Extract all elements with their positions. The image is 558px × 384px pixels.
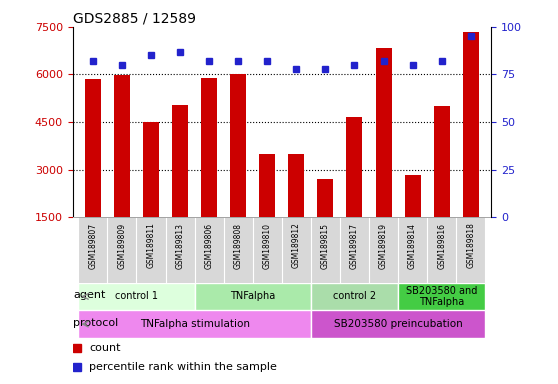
Bar <box>347 117 363 265</box>
Text: GSM189817: GSM189817 <box>350 223 359 268</box>
Text: SB203580 preincubation: SB203580 preincubation <box>334 319 463 329</box>
Text: TNFalpha: TNFalpha <box>230 291 275 301</box>
Text: GSM189808: GSM189808 <box>234 223 243 268</box>
Bar <box>259 154 275 265</box>
Bar <box>398 217 427 283</box>
Text: GSM189819: GSM189819 <box>379 223 388 268</box>
Text: GSM189811: GSM189811 <box>147 223 156 268</box>
Bar <box>340 217 369 283</box>
Text: GSM189809: GSM189809 <box>117 223 127 269</box>
Bar <box>311 217 340 283</box>
Bar <box>114 75 130 265</box>
Text: count: count <box>89 343 121 353</box>
Text: GSM189806: GSM189806 <box>205 223 214 269</box>
Text: percentile rank within the sample: percentile rank within the sample <box>89 362 277 372</box>
Bar <box>224 217 253 283</box>
Bar <box>78 217 107 283</box>
Bar <box>282 217 311 283</box>
Text: GSM189813: GSM189813 <box>176 223 185 268</box>
Bar <box>434 106 450 265</box>
Text: GSM189807: GSM189807 <box>88 223 98 269</box>
Bar <box>166 217 195 283</box>
Bar <box>201 78 217 265</box>
Bar <box>85 79 101 265</box>
Bar <box>253 217 282 283</box>
Text: control 1: control 1 <box>115 291 158 301</box>
Bar <box>137 217 166 283</box>
Text: TNFalpha stimulation: TNFalpha stimulation <box>140 319 249 329</box>
Text: GSM189810: GSM189810 <box>263 223 272 268</box>
Text: GSM189815: GSM189815 <box>321 223 330 268</box>
Text: GDS2885 / 12589: GDS2885 / 12589 <box>73 12 195 26</box>
Bar <box>195 283 311 310</box>
Bar <box>456 217 485 283</box>
Bar <box>230 74 246 265</box>
Bar <box>463 31 479 265</box>
Bar <box>195 217 224 283</box>
Bar <box>376 48 392 265</box>
Text: GSM189814: GSM189814 <box>408 223 417 268</box>
Bar <box>369 217 398 283</box>
Bar <box>107 217 137 283</box>
Bar <box>311 310 485 338</box>
Bar <box>405 175 421 265</box>
Text: GSM189818: GSM189818 <box>466 223 475 268</box>
Text: SB203580 and
TNFalpha: SB203580 and TNFalpha <box>406 286 477 307</box>
Bar <box>143 122 159 265</box>
Bar <box>288 154 304 265</box>
Bar <box>311 283 398 310</box>
Bar <box>78 283 195 310</box>
Text: protocol: protocol <box>73 318 118 328</box>
Bar <box>398 283 485 310</box>
Bar <box>172 105 188 265</box>
Text: GSM189816: GSM189816 <box>437 223 446 268</box>
Bar <box>318 179 333 265</box>
Text: agent: agent <box>73 290 105 300</box>
Text: control 2: control 2 <box>333 291 376 301</box>
Bar <box>427 217 456 283</box>
Bar <box>78 310 311 338</box>
Text: GSM189812: GSM189812 <box>292 223 301 268</box>
